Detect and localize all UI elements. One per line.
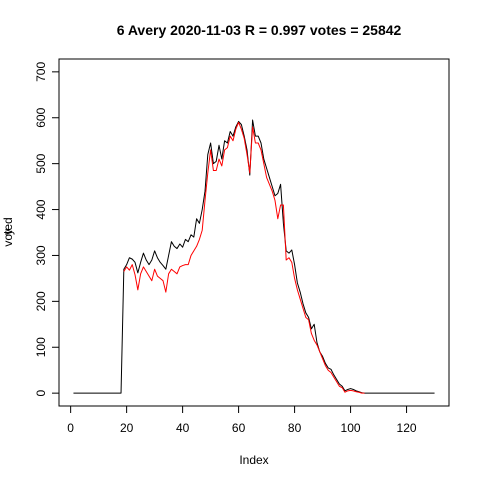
y-axis: 0 100 200 300 400 500 600 700 — [34, 62, 60, 396]
series-line-1 — [123, 121, 365, 394]
y-axis-label-y: y — [1, 229, 15, 235]
x-axis: 0 20 40 60 80 100 120 — [67, 405, 417, 435]
y-axis-label-voted: voted — [1, 217, 15, 246]
x-tick-label: 0 — [67, 421, 74, 435]
x-tick-label: 120 — [397, 421, 417, 435]
y-tick-label: 200 — [34, 291, 48, 311]
series-line-0 — [73, 119, 435, 394]
chart-title: 6 Avery 2020-11-03 R = 0.997 votes = 258… — [117, 22, 402, 38]
series-layer — [73, 119, 435, 394]
x-tick-label: 40 — [176, 421, 190, 435]
x-tick-label: 80 — [288, 421, 302, 435]
y-tick-label: 600 — [34, 107, 48, 127]
y-tick-label: 400 — [34, 199, 48, 219]
y-tick-label: 300 — [34, 245, 48, 265]
x-tick-label: 100 — [341, 421, 361, 435]
x-axis-label: Index — [239, 453, 268, 467]
x-tick-label: 60 — [232, 421, 246, 435]
y-tick-label: 500 — [34, 153, 48, 173]
y-tick-label: 700 — [34, 62, 48, 82]
x-tick-label: 20 — [120, 421, 134, 435]
y-tick-label: 100 — [34, 337, 48, 357]
plot-frame — [58, 58, 450, 407]
y-tick-label: 0 — [34, 389, 48, 396]
